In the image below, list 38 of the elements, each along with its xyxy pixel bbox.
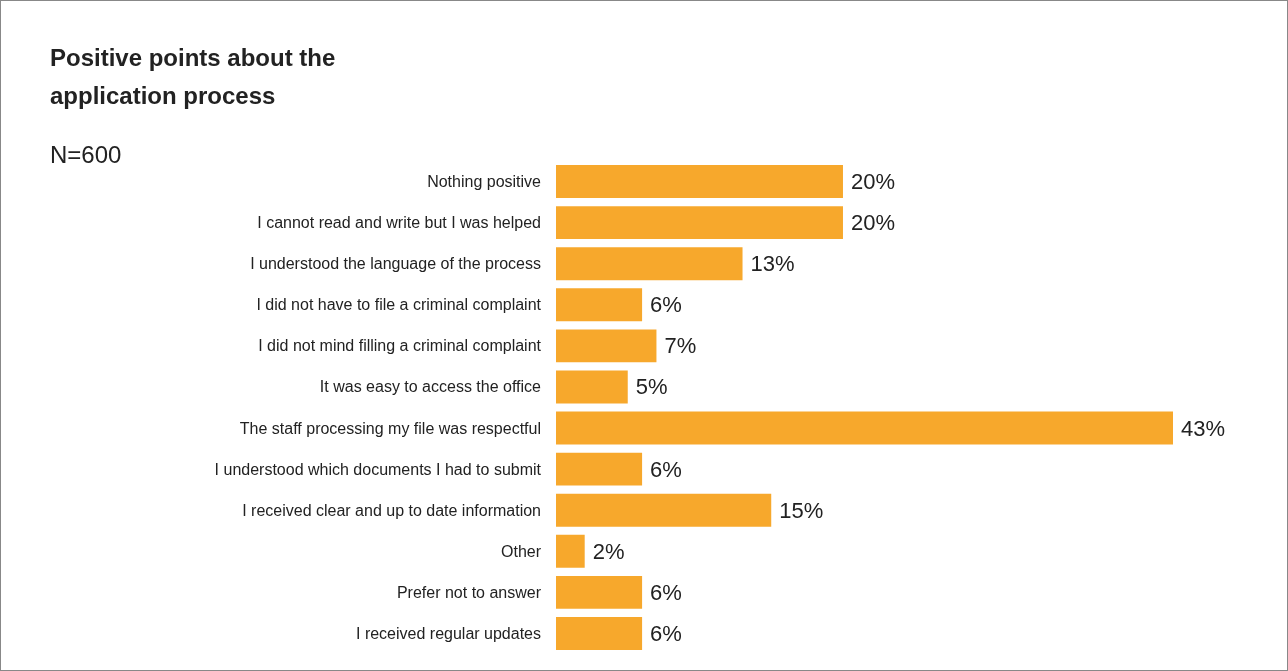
data-label: 6% — [650, 620, 682, 646]
y-tick-label: I received clear and up to date information — [242, 501, 541, 519]
bar — [556, 452, 643, 486]
bar — [556, 370, 628, 404]
y-tick-label: Nothing positive — [427, 173, 542, 191]
bar — [556, 617, 643, 650]
data-label: 5% — [635, 374, 668, 400]
y-tick-label: I cannot read and write but I was helped — [257, 214, 541, 232]
bar — [556, 493, 772, 527]
data-label: 7% — [664, 333, 697, 359]
bar — [556, 575, 643, 609]
y-tick-label: I did not have to file a criminal complaint — [256, 296, 542, 314]
y-tick-label: Other — [500, 542, 542, 560]
y-tick-label: I did not mind filling a criminal complaint — [258, 337, 542, 355]
bar — [556, 247, 743, 281]
y-tick-label: I understood which documents I had to submit — [214, 460, 542, 478]
data-label: 6% — [650, 579, 682, 605]
y-tick-label: Prefer not to answer — [396, 583, 542, 601]
data-label: 20% — [850, 210, 896, 236]
data-label: 6% — [650, 292, 682, 318]
data-label: 20% — [850, 169, 896, 195]
bar — [556, 329, 657, 363]
data-label: 43% — [1181, 415, 1226, 441]
y-tick-label: I received regular updates — [356, 624, 541, 642]
bar — [556, 288, 643, 322]
bar — [556, 411, 1173, 445]
bar — [556, 206, 843, 240]
data-label: 13% — [750, 251, 795, 277]
bar — [556, 534, 585, 568]
data-label: 6% — [650, 456, 682, 482]
y-tick-label: It was easy to access the office — [319, 378, 542, 396]
y-tick-label: I understood the language of the process — [250, 255, 541, 273]
text: N=600 — [50, 140, 122, 168]
data-label: 15% — [779, 497, 824, 523]
bar — [556, 165, 843, 198]
text: Positive points about the application process — [50, 43, 343, 109]
y-tick-label: The staff processing my file was respectful — [239, 419, 541, 437]
data-label: 2% — [592, 538, 625, 564]
